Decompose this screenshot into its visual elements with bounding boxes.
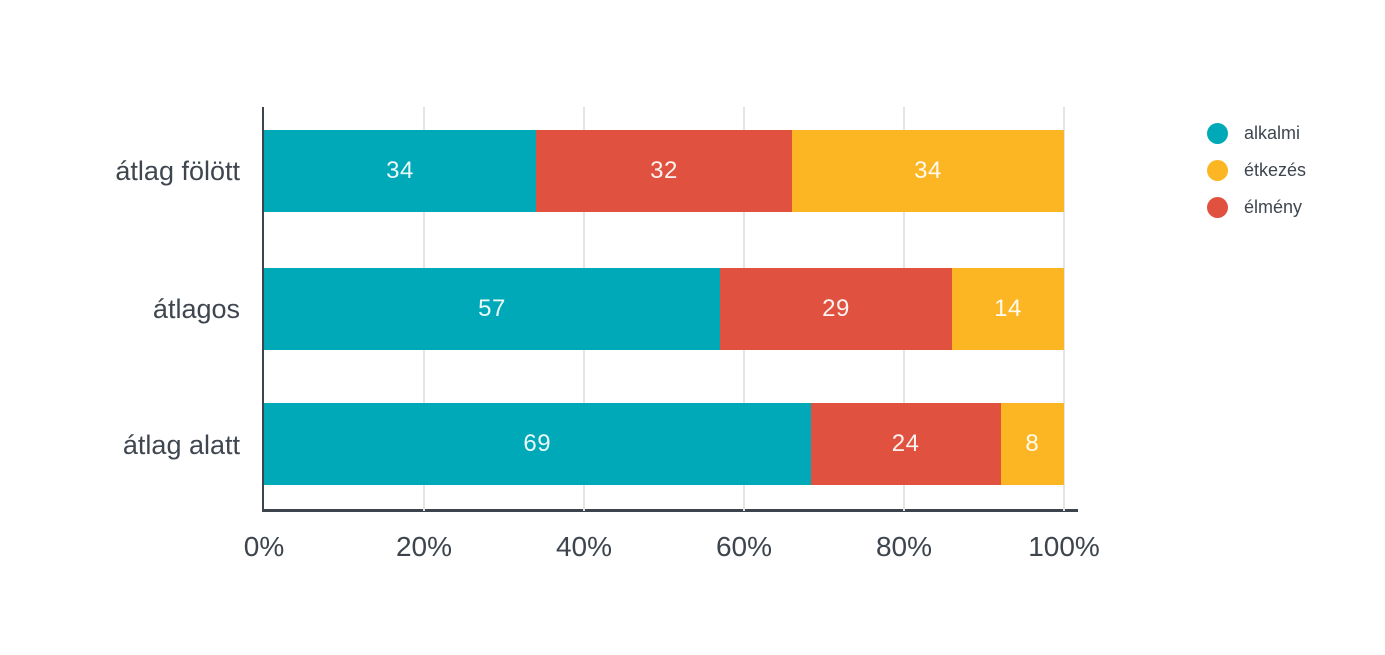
category-label-atlag-folott: átlag fölött: [115, 156, 240, 186]
plot-area: 34 32 34 57 29 14 69 24: [264, 107, 1065, 511]
legend-label: alkalmi: [1244, 123, 1301, 143]
x-tick-label: 20%: [395, 531, 453, 562]
segment-value-label: 29: [822, 295, 850, 322]
segment-value-label: 69: [523, 430, 552, 457]
bar-segment-elmeny: 24: [810, 403, 1001, 485]
bar-row-atlagos: 57 29 14: [264, 268, 1064, 350]
segment-value-label: 34: [914, 157, 942, 184]
x-axis-line: [262, 509, 1078, 512]
bar-row-atlag-folott: 34 32 34: [264, 130, 1064, 212]
segment-value-label: 14: [994, 295, 1022, 322]
legend-swatch-circle-icon: [1207, 160, 1228, 181]
bar-segment-alkalmi: 34: [264, 130, 536, 212]
bar-segment-etkezes: 8: [1000, 403, 1064, 485]
category-label-atlag-alatt: átlag alatt: [122, 430, 240, 460]
segment-value-label: 8: [1025, 430, 1040, 457]
x-tick-label: 0%: [243, 531, 285, 562]
bar-segment-etkezes: 34: [792, 130, 1064, 212]
segment-value-label: 24: [891, 430, 920, 457]
bar-segment-etkezes: 14: [952, 268, 1064, 350]
legend-item-elmeny: élmény: [1207, 197, 1306, 218]
legend-swatch-circle-icon: [1207, 197, 1228, 218]
gridline-100: [1063, 107, 1065, 511]
x-tick-label: 60%: [715, 531, 773, 562]
x-tick-label: 40%: [555, 531, 613, 562]
legend-item-etkezes: étkezés: [1207, 160, 1306, 181]
x-tick-label: 100%: [1028, 531, 1100, 562]
x-axis-ticks: 0% 20% 40% 60% 80% 100%: [244, 531, 1100, 565]
x-tick-label: 80%: [875, 531, 933, 562]
y-axis-line: [262, 107, 264, 511]
segment-value-label: 32: [650, 157, 678, 184]
legend-swatch-circle-icon: [1207, 123, 1228, 144]
bar-segment-elmeny: 29: [720, 268, 952, 350]
bar-segment-alkalmi: 57: [264, 268, 720, 350]
segment-value-label: 57: [478, 295, 506, 322]
bar-segment-alkalmi: 69: [264, 403, 811, 485]
legend: alkalmi étkezés élmény: [1207, 123, 1306, 218]
segment-value-label: 34: [386, 157, 414, 184]
category-label-atlagos: átlagos: [152, 294, 240, 324]
legend-label: élmény: [1244, 197, 1303, 217]
bar-segment-elmeny: 32: [536, 130, 792, 212]
bar-row-atlag-alatt: 69 24 8: [264, 403, 1064, 485]
legend-item-alkalmi: alkalmi: [1207, 123, 1306, 144]
legend-label: étkezés: [1244, 160, 1307, 180]
